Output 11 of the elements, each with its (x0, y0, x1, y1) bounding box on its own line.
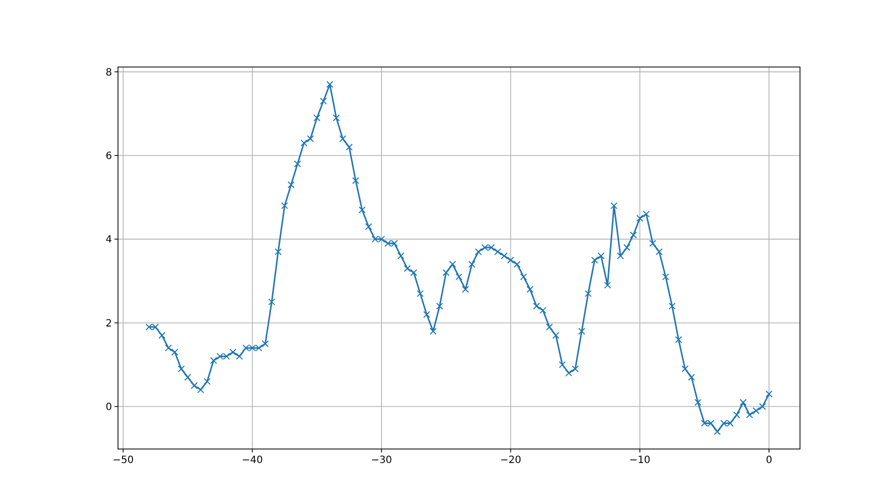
y-tick-label: 0 (106, 402, 112, 414)
y-tick-label: 6 (106, 150, 112, 162)
x-tick-label: 0 (766, 455, 772, 466)
y-tick-label: 2 (106, 318, 112, 330)
y-tick-label: 8 (106, 67, 112, 78)
x-tick-label: −30 (370, 455, 392, 466)
x-tick-label: −10 (629, 455, 650, 466)
y-tick-label: 4 (106, 234, 112, 246)
x-tick-label: −40 (242, 455, 263, 466)
x-tick-label: −20 (500, 455, 522, 466)
x-tick-label: −50 (112, 455, 134, 466)
